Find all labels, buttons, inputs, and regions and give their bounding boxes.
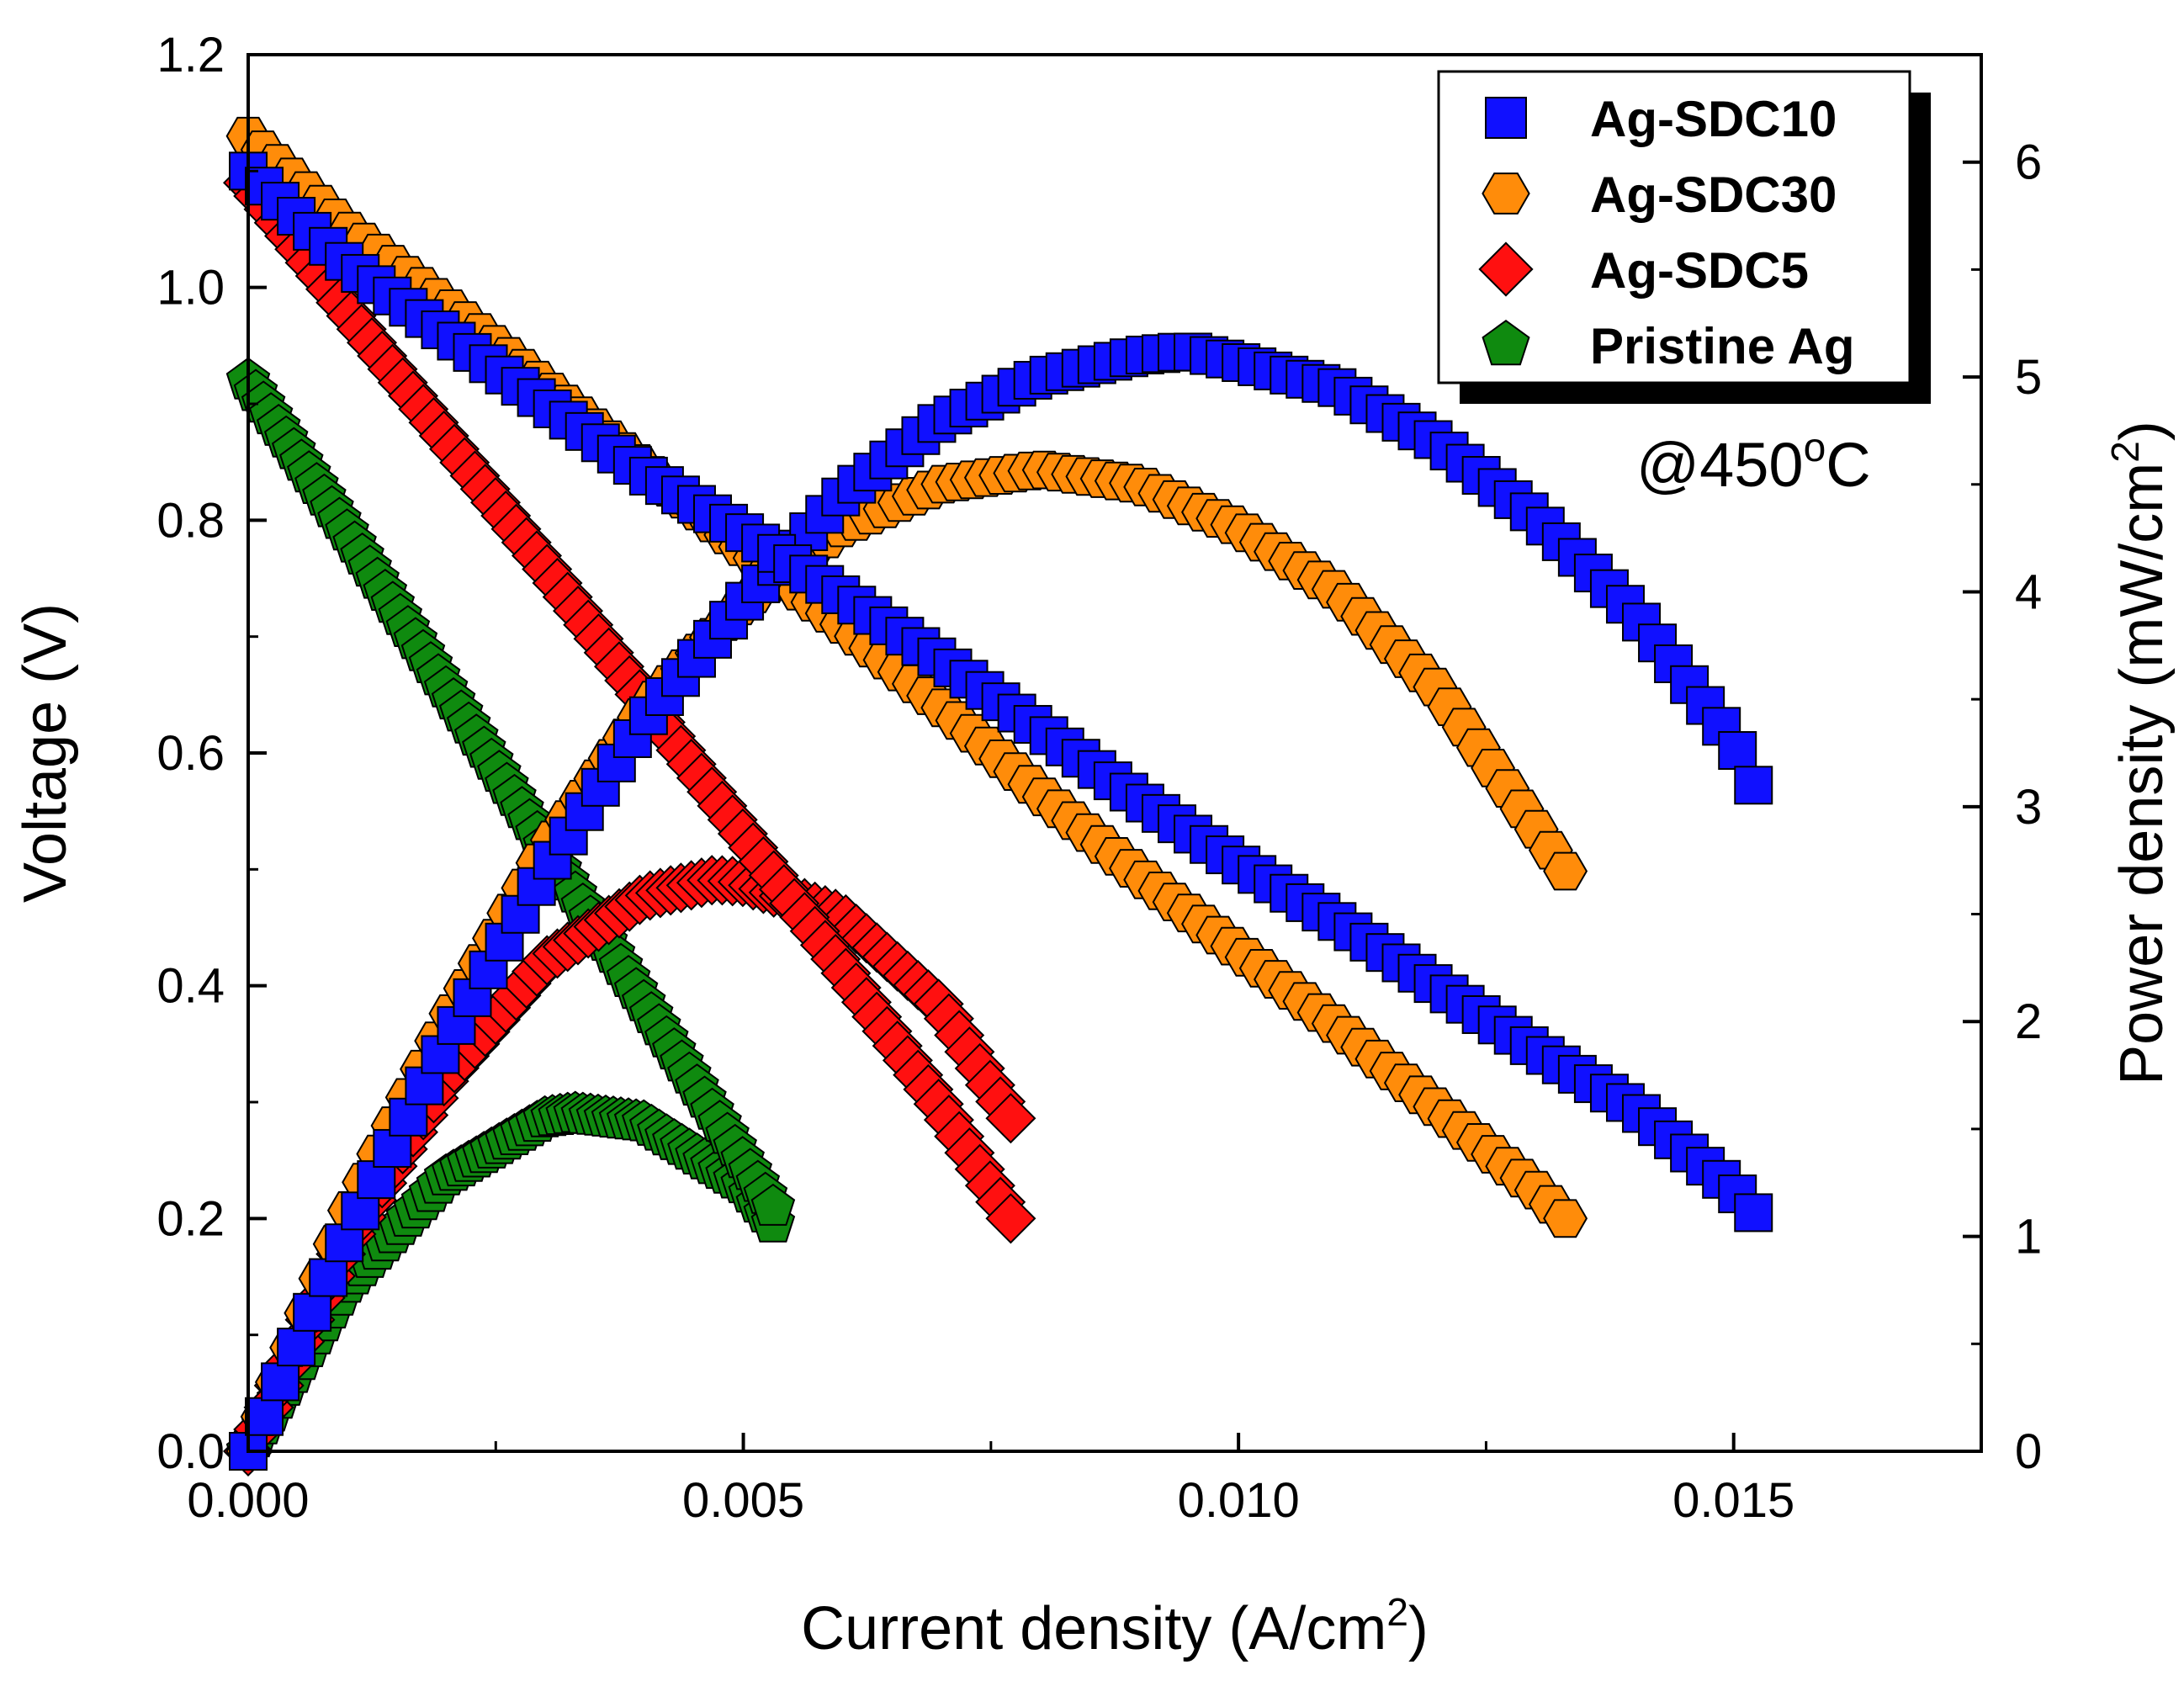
data-point xyxy=(985,1193,1036,1244)
y-axis-right-title-sup: 2 xyxy=(2103,441,2147,463)
x-tick-label: 0.010 xyxy=(1178,1473,1300,1528)
data-point xyxy=(1718,731,1757,771)
y-axis-left-title: Voltage (V) xyxy=(12,603,79,903)
y-left-tick-label: 0.6 xyxy=(156,726,225,781)
y-right-tick-label: 2 xyxy=(2015,994,2042,1049)
data-point xyxy=(293,1292,332,1332)
axes-layer: 0.000 0.005 0.010 0.015 0.0 0.2 0.4 0.6 0.8 1.0 1.… xyxy=(156,28,2042,1528)
legend-items: Ag-SDC10 Ag-SDC30 Ag-SDC5 Pristine Ag xyxy=(1478,91,1855,374)
data-point xyxy=(261,1362,300,1402)
data-point xyxy=(245,1397,284,1436)
x-tick-label: 0.015 xyxy=(1672,1473,1794,1528)
legend-label: Ag-SDC30 xyxy=(1590,167,1837,223)
series-ag-sdc10-power xyxy=(229,332,1773,1471)
data-point xyxy=(985,1093,1036,1144)
y-right-tick-label: 6 xyxy=(2015,135,2042,190)
legend-marker xyxy=(1482,172,1530,215)
y-right-tick-label: 3 xyxy=(2015,780,2042,835)
series-ag-sdc10-voltage xyxy=(229,151,1773,1233)
y-left-tick-label: 0.0 xyxy=(156,1424,225,1479)
degree-sup: o xyxy=(1804,426,1826,470)
legend-label: Pristine Ag xyxy=(1590,318,1855,374)
x-axis-title-sup: 2 xyxy=(1386,1590,1408,1634)
data-point xyxy=(309,1258,348,1297)
y-left-tick-label: 0.2 xyxy=(156,1191,225,1246)
legend: Ag-SDC10 Ag-SDC30 Ag-SDC5 Pristine Ag xyxy=(1437,70,1931,404)
legend-label: Ag-SDC10 xyxy=(1590,91,1837,147)
y-left-tick-label: 0.4 xyxy=(156,959,225,1014)
y-left-tick-label: 1.0 xyxy=(156,261,225,315)
data-point xyxy=(1543,851,1588,891)
data-point xyxy=(750,1183,796,1226)
y-right-tick-label: 4 xyxy=(2015,565,2042,619)
temperature-annotation: @450oC xyxy=(1636,426,1871,500)
legend-label: Ag-SDC5 xyxy=(1590,242,1809,299)
data-point xyxy=(1734,766,1773,805)
y-right-tick-label: 1 xyxy=(2015,1210,2042,1264)
y-axis-right-title: Power density (mW/cm2) xyxy=(2103,421,2176,1085)
y-right-tick-label: 0 xyxy=(2015,1424,2042,1479)
legend-marker xyxy=(1485,97,1527,139)
legend-marker xyxy=(1478,241,1534,297)
data-point xyxy=(277,1328,316,1367)
series-layer xyxy=(222,116,1773,1477)
y-left-tick-label: 1.2 xyxy=(156,28,225,82)
y-right-tick-label: 5 xyxy=(2015,350,2042,405)
data-point xyxy=(1543,1199,1588,1238)
data-point xyxy=(1734,1193,1773,1233)
x-axis-title: Current density (A/cm2) xyxy=(801,1590,1429,1662)
x-tick-label: 0.000 xyxy=(187,1473,309,1528)
y-left-tick-label: 0.8 xyxy=(156,493,225,548)
legend-marker xyxy=(1482,319,1530,366)
x-tick-label: 0.005 xyxy=(682,1473,804,1528)
